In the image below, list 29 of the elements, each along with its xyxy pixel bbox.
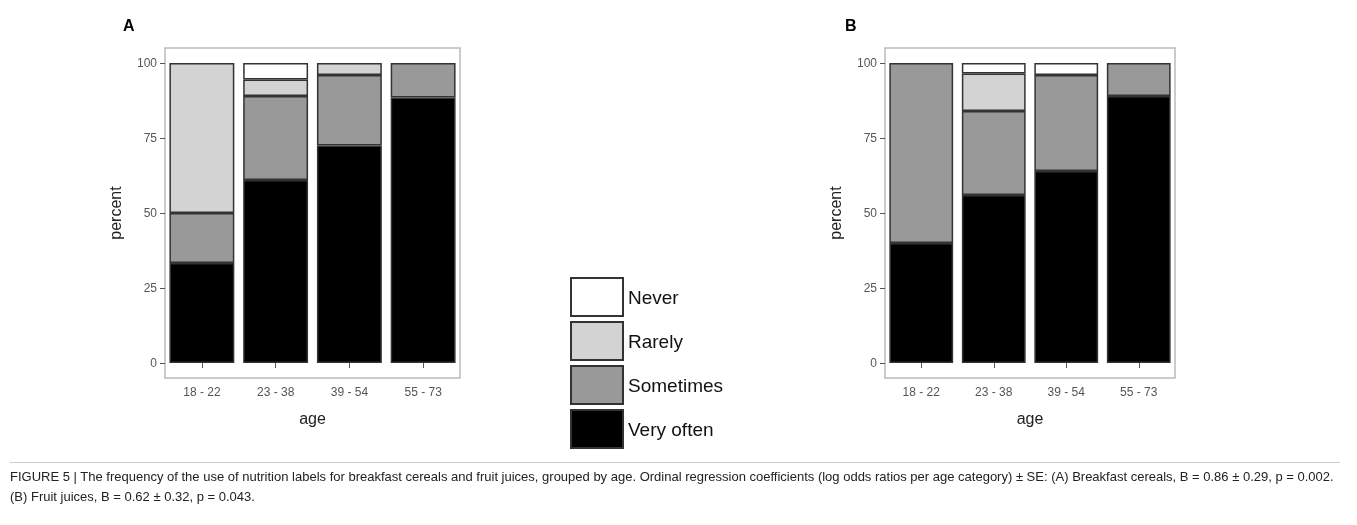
y-tick-label: 25 [863,281,878,295]
y-tick-label: 50 [143,206,158,220]
y-tick-label: 50 [863,206,878,220]
x-tick-label: 18 - 22 [902,385,941,399]
y-tick-label: 0 [150,356,158,370]
x-tick-label: 23 - 38 [256,385,295,399]
x-axis-title: age [299,409,326,427]
legend-label: Sometimes [628,374,724,396]
y-tick-label: 100 [856,56,878,70]
y-tick-label: 0 [870,356,878,370]
x-axis-title: age [1016,409,1044,427]
y-tick-label: 75 [863,131,878,145]
x-tick-label: 18 - 22 [183,385,221,399]
x-tick-label: 55 - 73 [1120,385,1158,399]
chart-title: A [123,16,135,34]
x-tick-label: 39 - 54 [330,385,369,399]
y-axis-title: percent [106,185,124,240]
legend-label: Rarely [628,330,684,352]
caption: FIGURE 5 | The frequency of the use of nutrition labels for breakfast cereals and fruit juices, grouped by age. Ordinal regression coefficients (log odds ratios per age category) ± SE: (A) Breakfast cereals, B = 0.86 ± 0.29, p = 0.002. (B) Fruit juices, B = 0.62 ± 0.32, p = 0.043. [10,462,1340,507]
y-tick-label: 75 [143,131,158,145]
y-axis-title: percent [826,185,844,240]
y-tick-label: 100 [136,56,158,70]
x-tick-label: 55 - 73 [404,385,443,399]
chart-title: B [845,16,857,34]
x-tick-label: 23 - 38 [975,385,1013,399]
x-tick-label: 39 - 54 [1047,385,1086,399]
legend-label: Very often [628,418,714,440]
legend-label: Never [628,286,680,308]
y-tick-label: 25 [143,281,158,295]
